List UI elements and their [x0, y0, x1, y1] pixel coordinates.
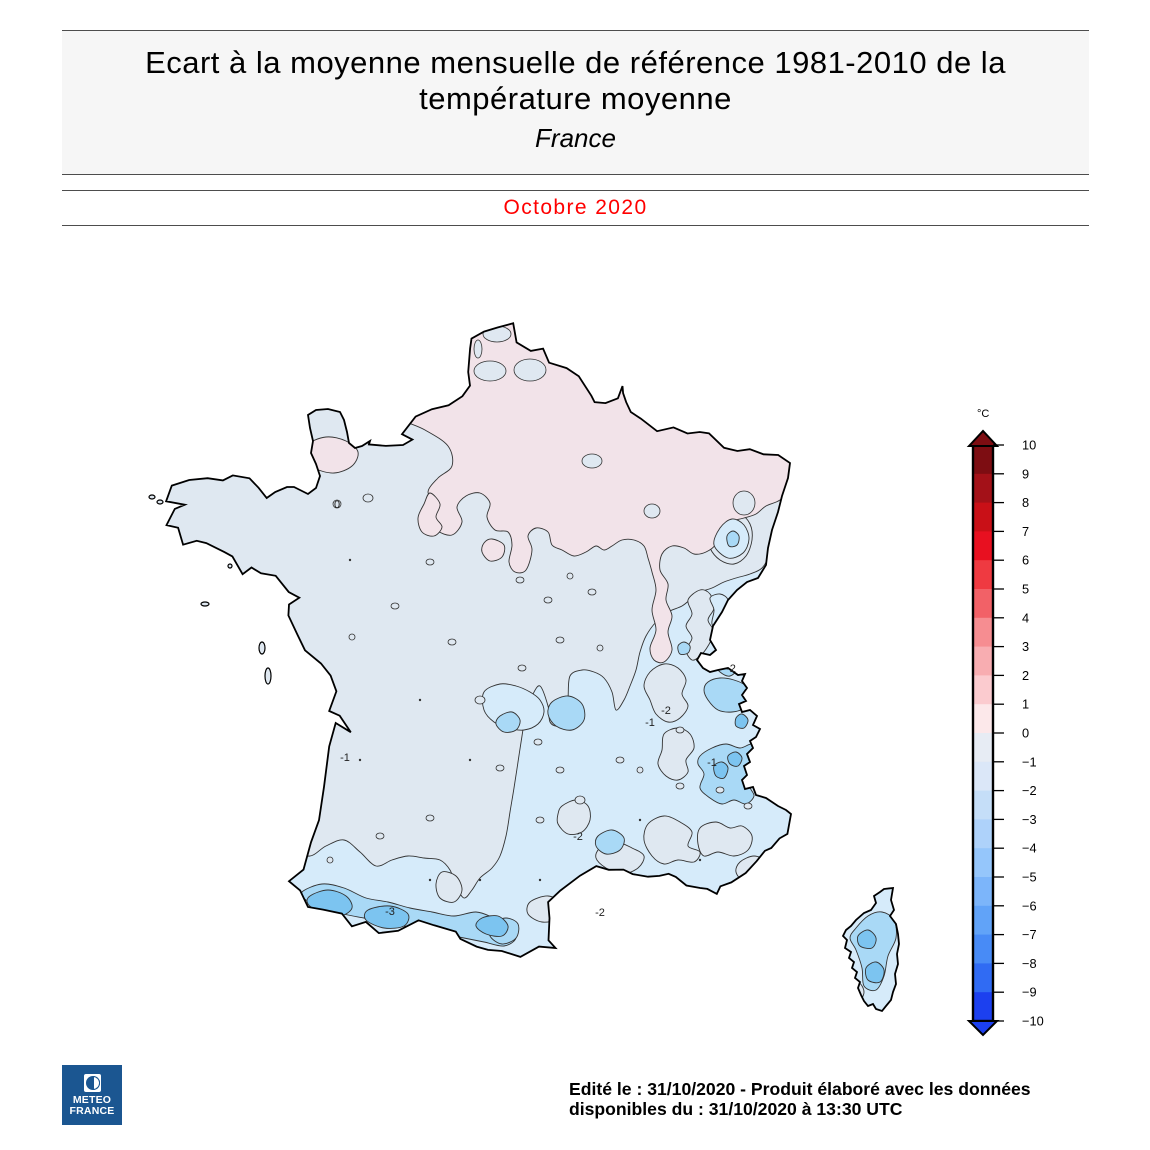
svg-text:−2: −2: [1022, 783, 1037, 798]
svg-text:1: 1: [1022, 697, 1029, 712]
svg-text:−4: −4: [1022, 841, 1037, 856]
svg-text:−1: −1: [1022, 754, 1037, 769]
svg-text:2: 2: [1022, 668, 1029, 683]
svg-text:4: 4: [1022, 610, 1029, 625]
svg-text:0: 0: [1022, 726, 1029, 741]
svg-text:9: 9: [1022, 466, 1029, 481]
svg-text:−3: −3: [1022, 812, 1037, 827]
svg-text:-2: -2: [726, 663, 736, 675]
svg-text:0: 0: [334, 499, 340, 511]
svg-text:-1: -1: [340, 752, 350, 764]
svg-text:−9: −9: [1022, 985, 1037, 1000]
svg-text:−8: −8: [1022, 956, 1037, 971]
svg-text:3: 3: [1022, 639, 1029, 654]
svg-text:-2: -2: [573, 831, 583, 843]
svg-text:8: 8: [1022, 495, 1029, 510]
svg-text:7: 7: [1022, 524, 1029, 539]
svg-text:−7: −7: [1022, 927, 1037, 942]
svg-text:10: 10: [1022, 438, 1036, 453]
svg-text:-1: -1: [645, 717, 655, 729]
svg-text:-2: -2: [661, 705, 671, 717]
svg-text:-2: -2: [595, 907, 605, 919]
svg-text:−6: −6: [1022, 898, 1037, 913]
svg-text:−5: −5: [1022, 870, 1037, 885]
svg-text:-3: -3: [385, 906, 395, 918]
svg-text:6: 6: [1022, 553, 1029, 568]
svg-text:-1: -1: [707, 757, 717, 769]
svg-text:−10: −10: [1022, 1014, 1044, 1029]
svg-text:°C: °C: [977, 408, 989, 420]
svg-text:5: 5: [1022, 582, 1029, 597]
